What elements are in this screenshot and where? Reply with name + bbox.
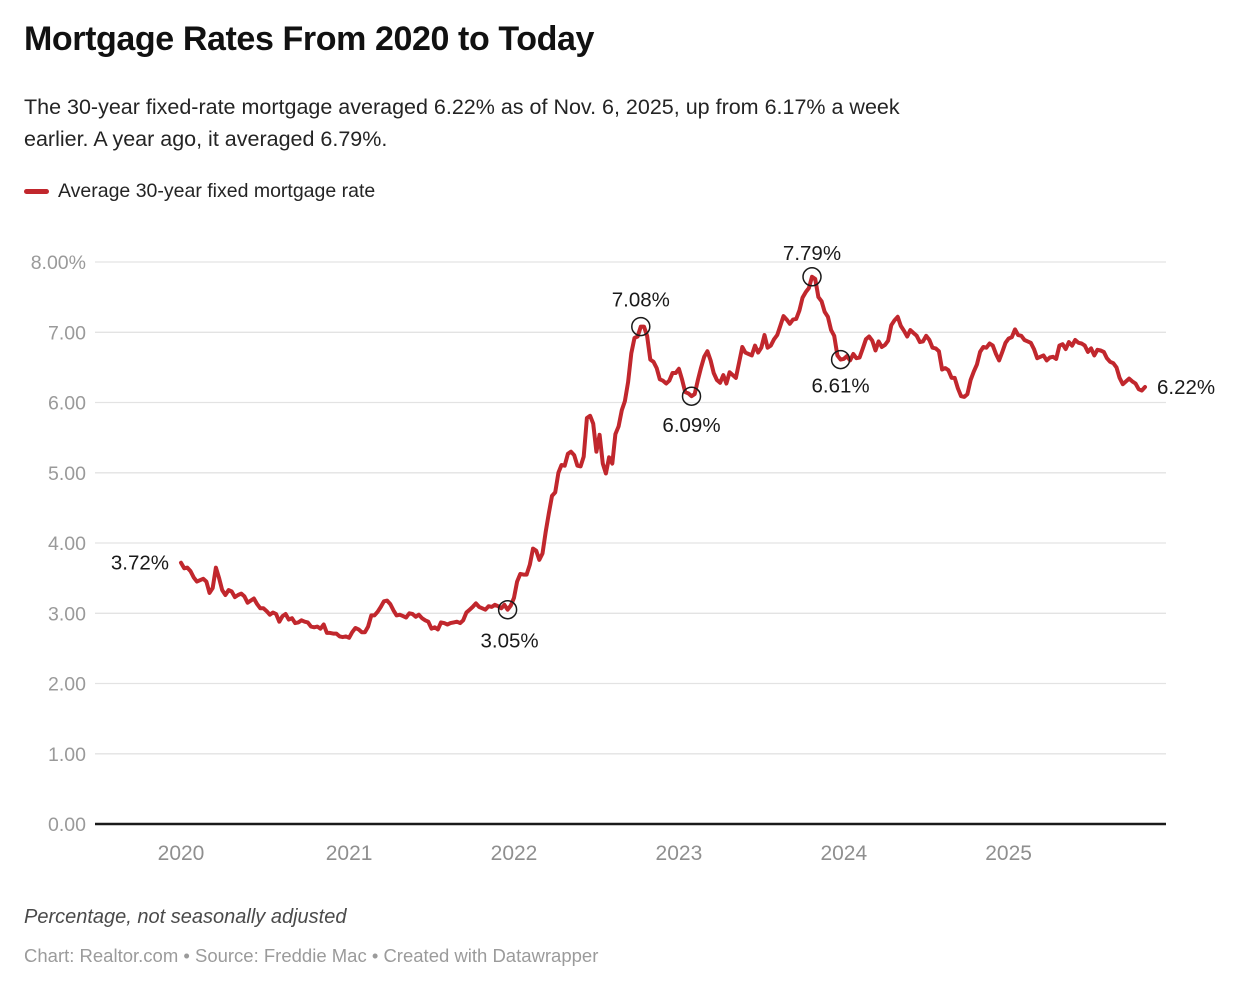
chart-footnote: Percentage, not seasonally adjusted <box>24 906 347 928</box>
y-axis-label: 1.00 <box>48 744 86 766</box>
annotation-circle <box>497 599 518 620</box>
annotation-label: 3.05% <box>481 630 539 653</box>
annotation-label: 7.08% <box>612 289 670 312</box>
x-axis-label: 2022 <box>491 842 538 865</box>
x-axis-label: 2020 <box>158 842 205 865</box>
x-axis-label: 2023 <box>656 842 703 865</box>
annotation-label: 6.61% <box>812 375 870 398</box>
annotation-circle <box>802 267 822 287</box>
chart-byline: Chart: Realtor.com • Source: Freddie Mac… <box>24 945 599 966</box>
annotation-label: 3.72% <box>111 552 169 575</box>
subtitle-line-2: earlier. A year ago, it averaged 6.79%. <box>24 127 388 151</box>
y-axis-label: 4.00 <box>48 533 86 555</box>
y-axis-label: 2.00 <box>48 674 86 696</box>
annotation-label: 6.09% <box>662 414 720 437</box>
legend-label: Average 30-year fixed mortgage rate <box>58 180 376 202</box>
annotation-label: 7.79% <box>783 242 841 265</box>
x-axis-label: 2021 <box>326 842 373 865</box>
y-axis-label: 3.00 <box>48 603 86 625</box>
y-axis-label: 6.00 <box>48 393 86 415</box>
annotation-circle <box>681 386 702 406</box>
x-axis-label: 2024 <box>820 842 867 865</box>
chart-title: Mortgage Rates From 2020 to Today <box>24 20 594 58</box>
subtitle-line-1: The 30-year fixed-rate mortgage averaged… <box>24 95 900 119</box>
chart-subtitle: The 30-year fixed-rate mortgage averaged… <box>24 91 900 155</box>
legend: Average 30-year fixed mortgage rate <box>24 180 375 203</box>
y-axis-label: 8.00% <box>31 252 86 274</box>
y-axis-label: 5.00 <box>48 463 86 485</box>
legend-line-swatch <box>24 189 49 194</box>
x-axis-label: 2025 <box>985 842 1032 865</box>
y-axis-label: 0.00 <box>48 814 86 836</box>
annotation-circle <box>830 349 851 370</box>
annotation-circle <box>631 316 651 337</box>
y-axis-label: 7.00 <box>48 322 86 344</box>
rate-line[interactable] <box>179 274 1147 640</box>
annotation-label: 6.22% <box>1157 376 1215 399</box>
